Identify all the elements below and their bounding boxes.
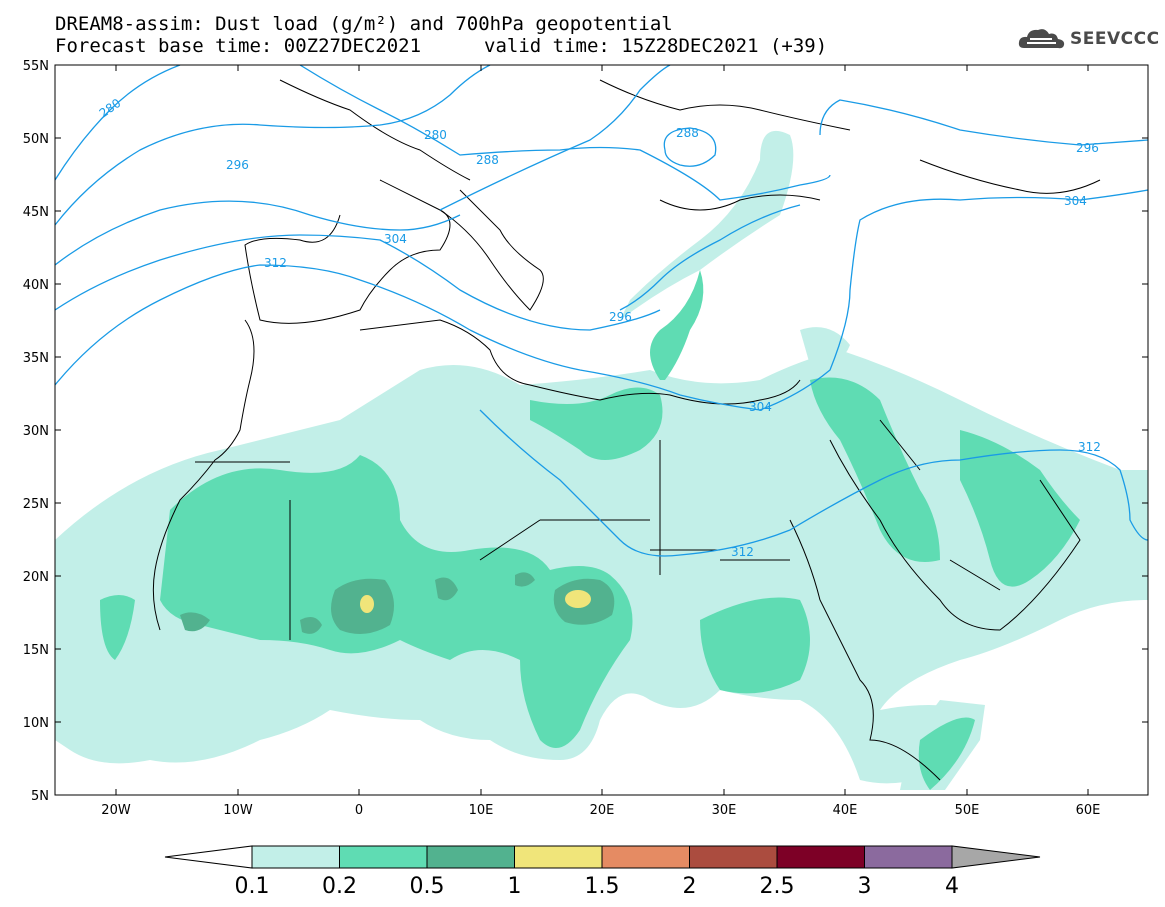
lon-label: 10W — [223, 803, 253, 818]
lat-label: 15N — [23, 643, 49, 658]
colorbar-box — [689, 845, 778, 869]
contour-label: 304 — [384, 232, 407, 246]
lat-label: 35N — [23, 351, 49, 366]
dust-fields — [55, 130, 1148, 790]
colorbar-box — [776, 845, 865, 869]
colorbar-box — [864, 845, 953, 869]
colorbar-label: 0.1 — [235, 874, 270, 899]
lon-label: 30E — [712, 803, 737, 818]
lon-label: 0 — [355, 803, 363, 818]
lon-label: 20W — [101, 803, 131, 818]
lat-label: 25N — [23, 497, 49, 512]
colorbar-label: 4 — [945, 874, 959, 899]
colorbar-under-arrow — [164, 845, 253, 869]
lat-label: 20N — [23, 570, 49, 585]
lat-label: 30N — [23, 424, 49, 439]
lat-label: 40N — [23, 278, 49, 293]
lon-label: 10E — [469, 803, 494, 818]
colorbar-label: 3 — [858, 874, 872, 899]
contour-label: 296 — [226, 158, 249, 172]
lon-label: 60E — [1076, 803, 1101, 818]
colorbar-box — [601, 845, 690, 869]
colorbar-label: 0.2 — [322, 874, 357, 899]
lat-label: 45N — [23, 205, 49, 220]
contour-label: 304 — [749, 400, 772, 414]
longitude-labels: 20W 10W 0 10E 20E 30E 40E 50E 60E — [101, 803, 1100, 818]
colorbar-label: 2 — [683, 874, 697, 899]
logo-text: SEEVCCC — [1070, 29, 1160, 49]
seevccc-logo: SEEVCCC — [1018, 26, 1160, 52]
lat-label: 10N — [23, 716, 49, 731]
colorbar-label: 0.5 — [410, 874, 445, 899]
contour-label: 288 — [676, 126, 699, 140]
cloud-logo-icon — [1018, 29, 1065, 49]
contour-label: 280 — [424, 128, 447, 142]
lat-label: 50N — [23, 132, 49, 147]
dust-level-1 — [360, 590, 591, 613]
colorbar-box — [514, 845, 603, 869]
colorbar-box — [426, 845, 515, 869]
axis-ticks — [55, 64, 1148, 796]
lat-label: 55N — [23, 59, 49, 74]
valid-time: valid time: 15Z28DEC2021 (+39) — [484, 35, 828, 57]
forecast-base-time: Forecast base time: 00Z27DEC2021 — [55, 35, 422, 57]
contour-label: 296 — [609, 310, 632, 324]
colorbar-labels: 0.1 0.2 0.5 1 1.5 2 2.5 3 4 — [235, 874, 960, 899]
colorbar-label: 2.5 — [760, 874, 795, 899]
map-title: DREAM8-assim: Dust load (g/m²) and 700hP… — [55, 13, 673, 35]
contour-label: 296 — [1076, 141, 1099, 155]
lat-label: 5N — [31, 789, 49, 804]
lon-label: 40E — [833, 803, 858, 818]
colorbar-boxes — [164, 845, 1041, 869]
contour-label: 288 — [476, 153, 499, 167]
dust-level-0.2 — [100, 270, 1080, 790]
colorbar-label: 1.5 — [585, 874, 620, 899]
contour-label: 312 — [731, 545, 754, 559]
contour-label: 312 — [264, 256, 287, 270]
lon-label: 50E — [955, 803, 980, 818]
latitude-labels: 55N 50N 45N 40N 35N 30N 25N 20N 15N 10N … — [23, 59, 49, 804]
contour-label: 304 — [1064, 194, 1087, 208]
lon-label: 20E — [590, 803, 615, 818]
coastlines-and-borders — [152, 79, 1101, 781]
geopotential-contours — [55, 65, 1148, 557]
colorbar-label: 1 — [508, 874, 522, 899]
contour-label: 312 — [1078, 440, 1101, 454]
colorbar-over-arrow — [951, 845, 1041, 869]
colorbar-box — [251, 845, 340, 869]
colorbar-box — [339, 845, 428, 869]
